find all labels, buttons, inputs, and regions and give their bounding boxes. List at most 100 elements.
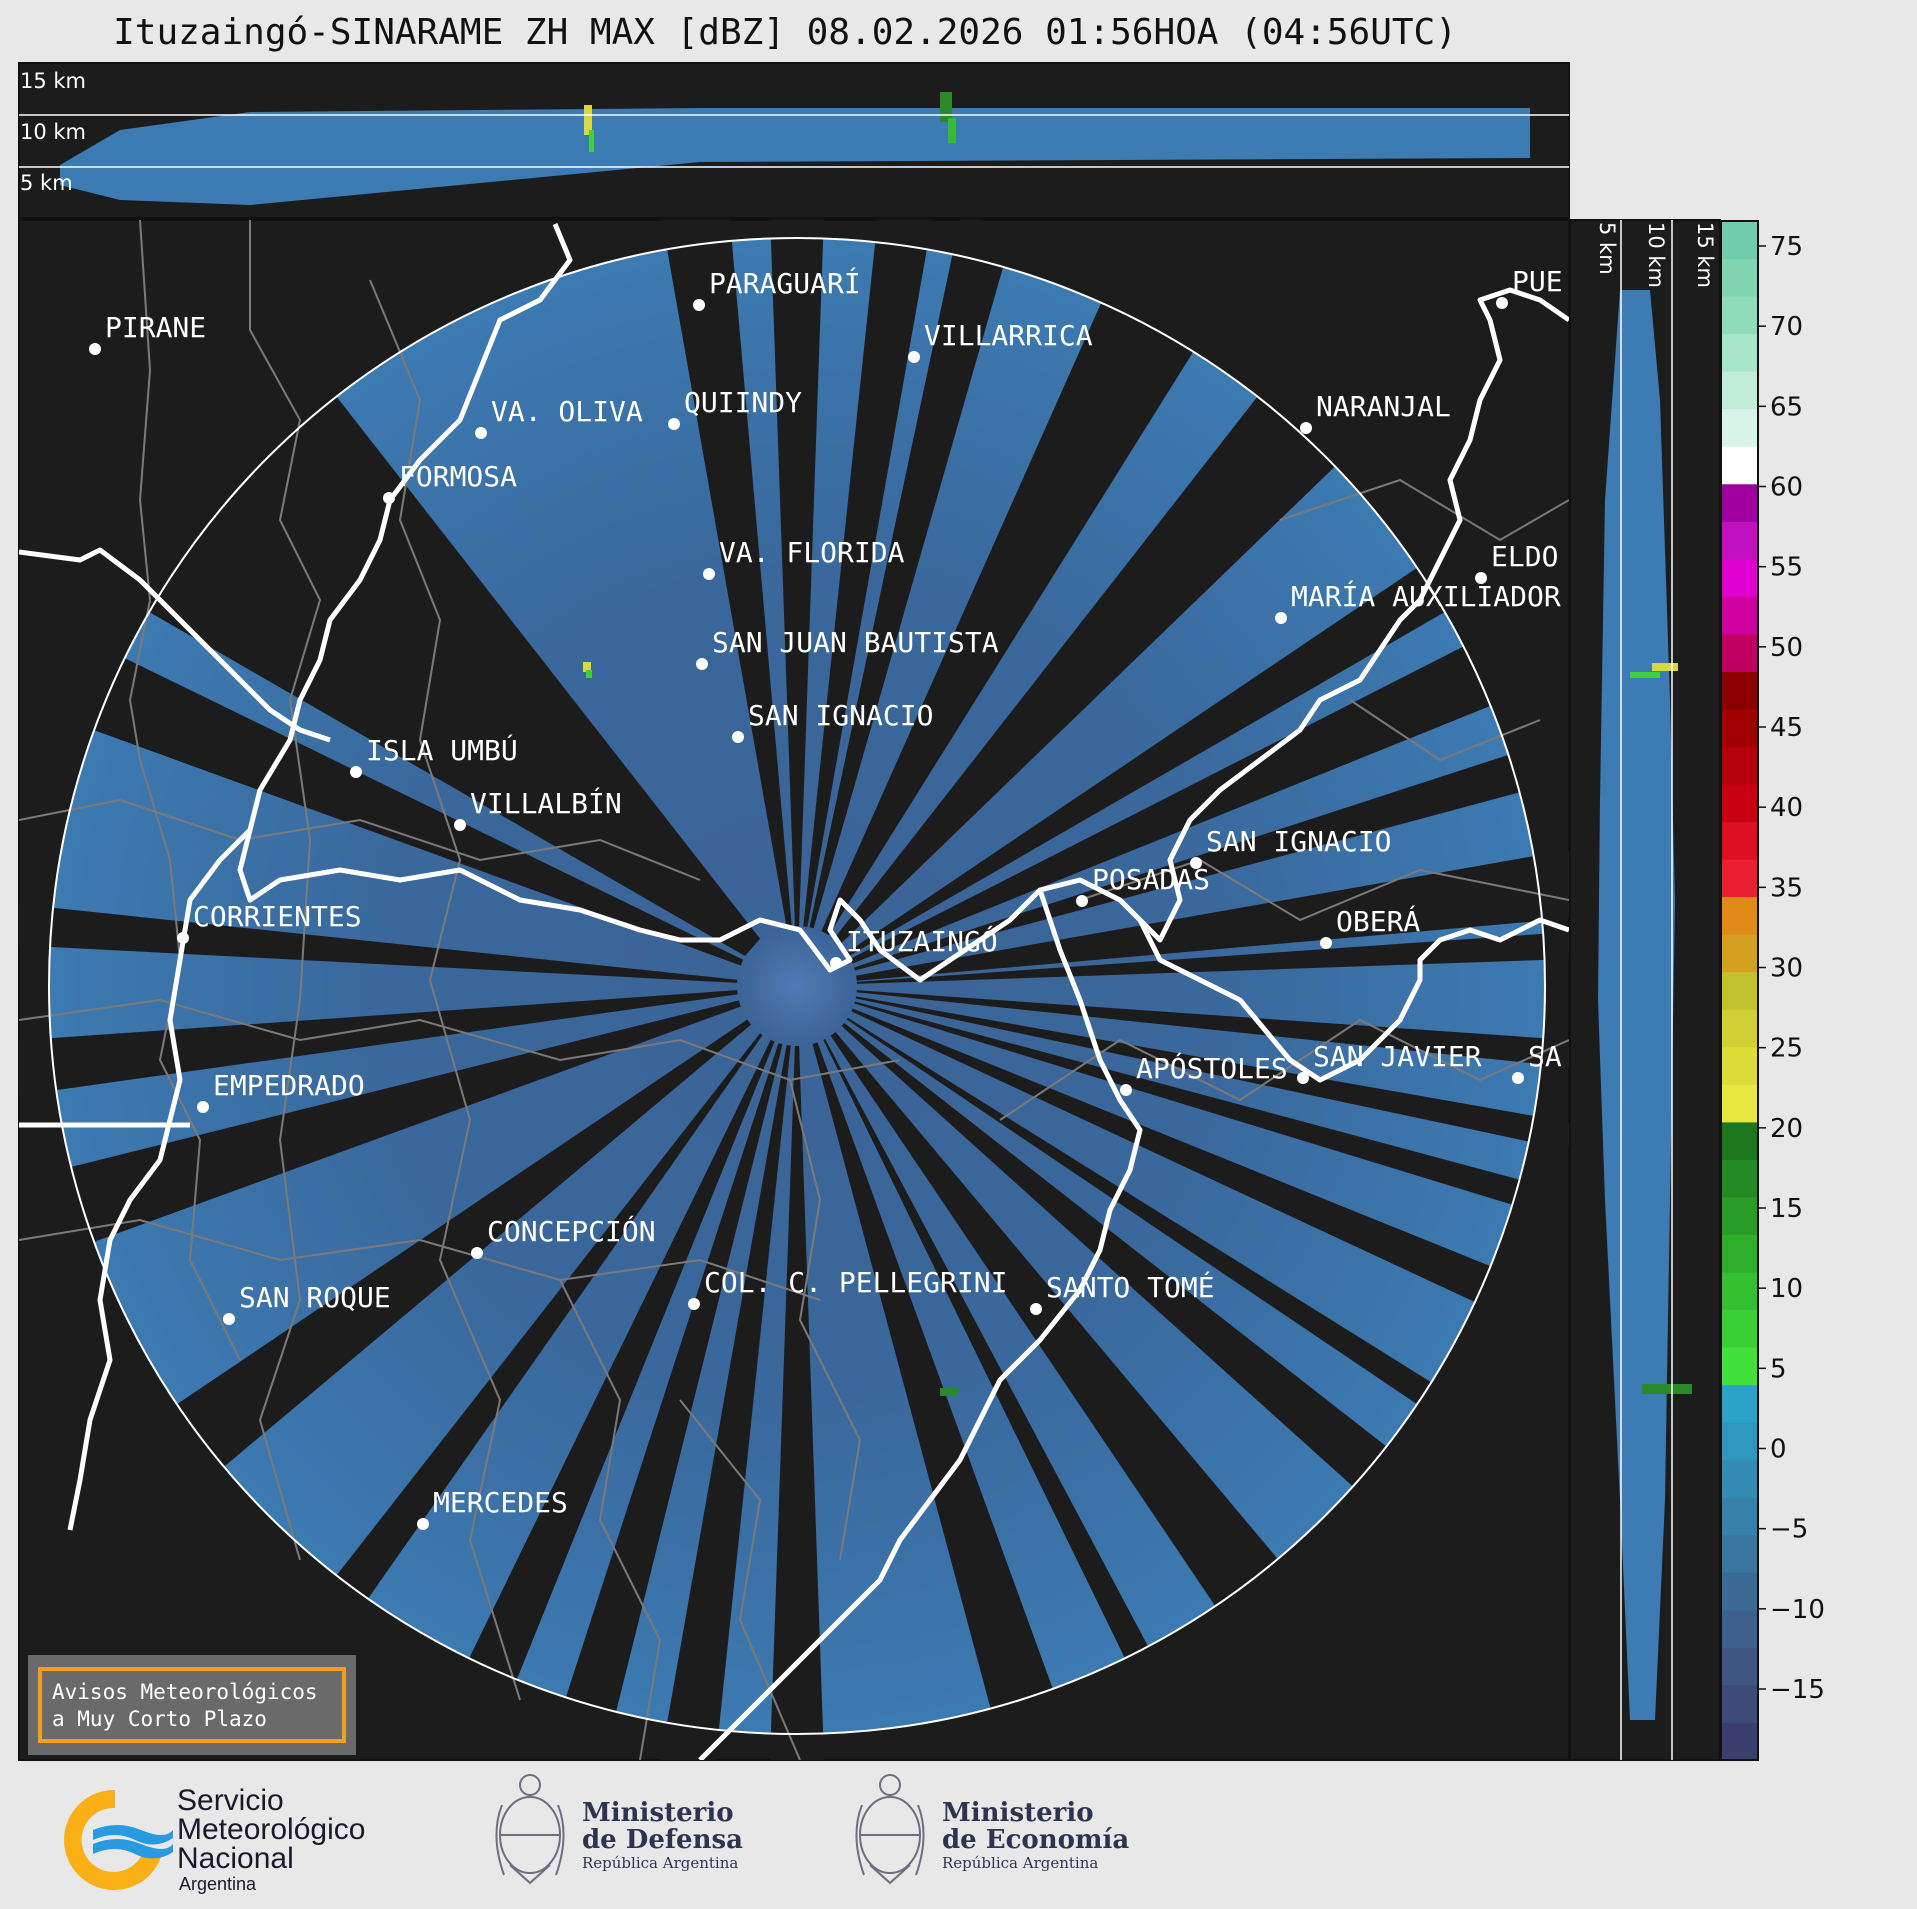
top-alt-label-5: 5 km <box>20 171 73 195</box>
place-label: PIRANE <box>105 311 206 344</box>
colorbar-tick-label: 35 <box>1770 873 1803 903</box>
place-dot <box>475 427 487 439</box>
radar-blocked-sector <box>851 1008 1528 1320</box>
place-dot <box>383 492 395 504</box>
place-marker: PIRANE <box>89 311 206 355</box>
smn-line-3: Nacional <box>177 1842 294 1875</box>
place-marker: FORMOSA <box>383 460 517 504</box>
radar-blocked-sector <box>855 996 1569 1150</box>
place-marker: SAN IGNACIO <box>1190 825 1391 869</box>
colorbar-tick-label: 20 <box>1770 1114 1803 1144</box>
place-label: MARÍA AUXILIADOR <box>1291 579 1561 613</box>
place-label: OBERÁ <box>1336 904 1420 938</box>
place-marker: VA. FLORIDA <box>703 536 905 580</box>
side-echo-cell-3 <box>1642 1384 1692 1394</box>
place-label: PARAGUARÍ <box>709 266 861 300</box>
colorbar-swatch <box>1721 971 1758 1010</box>
place-marker: MARÍA AUXILIADOR <box>1275 579 1561 624</box>
place-marker: OBERÁ <box>1320 904 1420 949</box>
coat-of-arms-icon <box>855 1774 925 1885</box>
colorbar-tick-label: 65 <box>1770 392 1803 422</box>
place-marker: POSADAS <box>1076 863 1210 907</box>
place-marker: SAN JAVIER <box>1297 1040 1482 1084</box>
radar-range-ring <box>48 237 1546 1735</box>
top-echo-cell-4 <box>948 118 956 143</box>
economia-logo: Ministerio de Economía República Argenti… <box>850 1760 1170 1900</box>
radar-blocked-sector <box>833 365 1364 945</box>
place-marker: APÓSTOLES <box>1120 1051 1288 1096</box>
place-dot <box>830 957 842 969</box>
radar-blocked-sector <box>56 640 744 966</box>
top-echo-cell-2 <box>589 130 594 152</box>
place-dot <box>471 1247 483 1259</box>
radar-blocked-sector <box>769 1045 825 1760</box>
side-cross-section-panel: 5 km 10 km 15 km <box>1569 219 1721 1761</box>
colorbar-swatch <box>1721 258 1758 297</box>
place-dot <box>1120 1084 1132 1096</box>
colorbar-tick-label: −10 <box>1770 1595 1825 1625</box>
place-dot <box>1320 937 1332 949</box>
place-dot <box>908 351 920 363</box>
smn-line-1: Servicio <box>177 1784 284 1817</box>
notice-box[interactable]: Avisos Meteorológicos a Muy Corto Plazo <box>28 1655 356 1755</box>
smn-line-4: Argentina <box>179 1874 257 1894</box>
place-marker: VILLALBÍN <box>454 786 622 831</box>
place-label: ISLA UMBÚ <box>366 733 518 767</box>
place-label: EMPEDRADO <box>213 1069 365 1102</box>
top-alt-label-10: 10 km <box>20 120 86 144</box>
international-borders <box>19 223 1569 1760</box>
place-dot <box>197 1101 209 1113</box>
colorbar-tick-label: 50 <box>1770 633 1803 663</box>
colorbar-swatch <box>1721 1159 1758 1198</box>
colorbar-swatch <box>1721 1272 1758 1311</box>
colorbar-swatch <box>1721 1309 1758 1348</box>
place-dot <box>693 299 705 311</box>
colorbar-swatch <box>1721 1497 1758 1536</box>
notice-line-1: Avisos Meteorológicos <box>52 1680 318 1704</box>
radar-blocked-sector <box>553 1043 783 1751</box>
place-label: POSADAS <box>1092 863 1210 896</box>
place-dot <box>732 731 744 743</box>
colorbar-swatch <box>1721 1459 1758 1498</box>
colorbar-swatch <box>1721 1084 1758 1123</box>
side-alt-label-5: 5 km <box>1595 222 1619 275</box>
places-layer: PIRANE PARAGUARÍ VILLARRICA QUIINDY VA. OLIV… <box>89 265 1563 1530</box>
place-label: SAN ROQUE <box>239 1281 391 1314</box>
colorbar-swatch <box>1721 784 1758 823</box>
colorbar-swatch <box>1721 671 1758 710</box>
radar-blocked-sector <box>660 1045 791 1760</box>
place-label: PUE <box>1512 265 1563 298</box>
place-marker: VILLARRICA <box>908 319 1093 363</box>
place-dot <box>1275 612 1287 624</box>
place-marker: NARANJAL <box>1300 390 1451 434</box>
place-marker: PUE <box>1496 265 1563 309</box>
colorbar-swatch <box>1721 371 1758 410</box>
map-panel: PIRANE PARAGUARÍ VILLARRICA QUIINDY VA. OLIV… <box>18 219 1570 1761</box>
place-label: FORMOSA <box>399 460 517 493</box>
economia-line-2: de Economía <box>942 1825 1130 1855</box>
radar-blocked-sector <box>856 932 1569 984</box>
place-marker: ITUZAINGÓ <box>830 924 998 969</box>
colorbar-tick-label: 10 <box>1770 1274 1803 1304</box>
place-dot <box>703 568 715 580</box>
radar-blocked-sector <box>19 904 738 983</box>
place-dot <box>454 819 466 831</box>
colorbar-tick-label: 40 <box>1770 793 1803 823</box>
colorbar-swatches <box>1721 221 1758 1761</box>
place-label: SA <box>1528 1040 1562 1073</box>
colorbar-tick-label: 70 <box>1770 312 1803 342</box>
radar-blocked-sector <box>311 1033 763 1632</box>
smn-logo: Servicio Meteorológico Nacional Argentin… <box>55 1760 415 1900</box>
radar-blocked-sector <box>661 220 792 927</box>
radar-blocked-sector <box>850 628 1528 964</box>
place-marker: SAN IGNACIO <box>732 699 933 743</box>
place-label: VA. FLORIDA <box>719 536 905 569</box>
echo-cell <box>940 1388 958 1396</box>
admin-boundaries <box>19 220 1569 1760</box>
place-label: VA. OLIVA <box>491 395 643 428</box>
colorbar-swatch <box>1721 1684 1758 1723</box>
colorbar-swatch <box>1721 596 1758 635</box>
place-marker: SAN ROQUE <box>223 1281 391 1325</box>
colorbar-tick-label: −5 <box>1770 1515 1808 1545</box>
place-dot <box>1076 895 1088 907</box>
